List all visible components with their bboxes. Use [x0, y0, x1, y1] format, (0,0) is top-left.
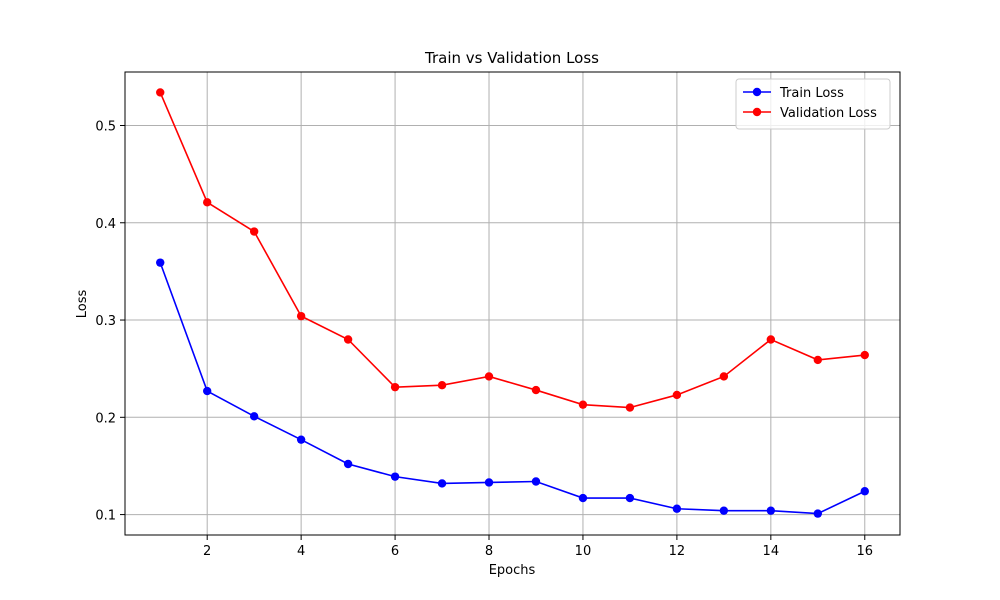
data-point-validation-loss	[202, 198, 212, 207]
data-point-train-loss	[766, 506, 776, 515]
data-point-train-loss	[390, 472, 400, 481]
series-line-train-loss	[159, 262, 866, 515]
x-tick-label: 14	[763, 544, 780, 559]
legend-marker	[752, 107, 762, 117]
data-point-train-loss	[719, 506, 729, 515]
data-point-validation-loss	[578, 400, 588, 409]
data-point-validation-loss	[437, 381, 447, 390]
y-axis-label: Loss	[75, 290, 90, 319]
data-point-validation-loss	[719, 372, 729, 381]
y-tick-label: 0.5	[95, 119, 116, 134]
legend-box	[735, 78, 891, 130]
x-tick-label: 10	[575, 544, 592, 559]
x-tick-label: 6	[391, 544, 399, 559]
x-tick-label: 4	[297, 544, 305, 559]
data-point-train-loss	[860, 487, 869, 496]
legend: Train Loss Validation Loss	[735, 78, 891, 130]
data-point-train-loss	[156, 258, 165, 267]
data-point-train-loss	[672, 504, 682, 513]
data-point-validation-loss	[672, 390, 682, 400]
y-tick-label: 0.3	[95, 314, 116, 329]
x-tick-label: 16	[856, 544, 873, 559]
data-point-validation-loss	[484, 372, 494, 381]
legend-item: Validation Loss	[743, 106, 877, 121]
data-point-train-loss	[484, 478, 494, 487]
data-point-validation-loss	[249, 227, 259, 236]
legend-label: Validation Loss	[780, 106, 877, 121]
x-tick-label: 12	[669, 544, 686, 559]
x-axis-label: Epochs	[489, 563, 536, 578]
data-point-train-loss	[296, 435, 306, 444]
series-train-loss	[156, 258, 869, 518]
data-point-validation-loss	[625, 403, 635, 412]
data-point-validation-loss	[343, 335, 353, 344]
data-point-train-loss	[531, 477, 541, 486]
data-point-validation-loss	[531, 385, 541, 395]
data-point-train-loss	[813, 509, 823, 518]
data-point-train-loss	[343, 459, 353, 469]
y-tick-label: 0.1	[95, 509, 116, 524]
data-point-validation-loss	[813, 355, 823, 365]
y-tick-label: 0.2	[95, 411, 116, 426]
data-point-train-loss	[578, 493, 588, 503]
legend-label: Train Loss	[779, 86, 844, 101]
data-point-train-loss	[202, 386, 212, 396]
series-line-validation-loss	[159, 92, 865, 409]
data-point-validation-loss	[860, 350, 869, 360]
data-point-validation-loss	[156, 88, 165, 97]
data-point-train-loss	[249, 412, 259, 421]
x-tick-label: 8	[485, 544, 493, 559]
chart-title: Train vs Validation Loss	[424, 49, 599, 67]
legend-item: Train Loss	[743, 86, 844, 101]
data-point-validation-loss	[296, 311, 306, 321]
grid	[125, 72, 900, 535]
series-layer	[156, 88, 869, 518]
data-point-validation-loss	[390, 382, 400, 392]
x-axis: 2 4 6 8 10 12 14 16	[203, 535, 873, 559]
plot-frame	[124, 71, 901, 536]
y-tick-label: 0.4	[95, 217, 116, 232]
data-point-validation-loss	[766, 335, 776, 344]
x-tick-label: 2	[203, 544, 211, 559]
y-axis: 0.1 0.2 0.3 0.4 0.5	[95, 119, 125, 524]
legend-marker	[752, 87, 762, 97]
data-point-train-loss	[437, 479, 447, 488]
data-point-train-loss	[625, 493, 635, 503]
series-validation-loss	[156, 88, 869, 412]
